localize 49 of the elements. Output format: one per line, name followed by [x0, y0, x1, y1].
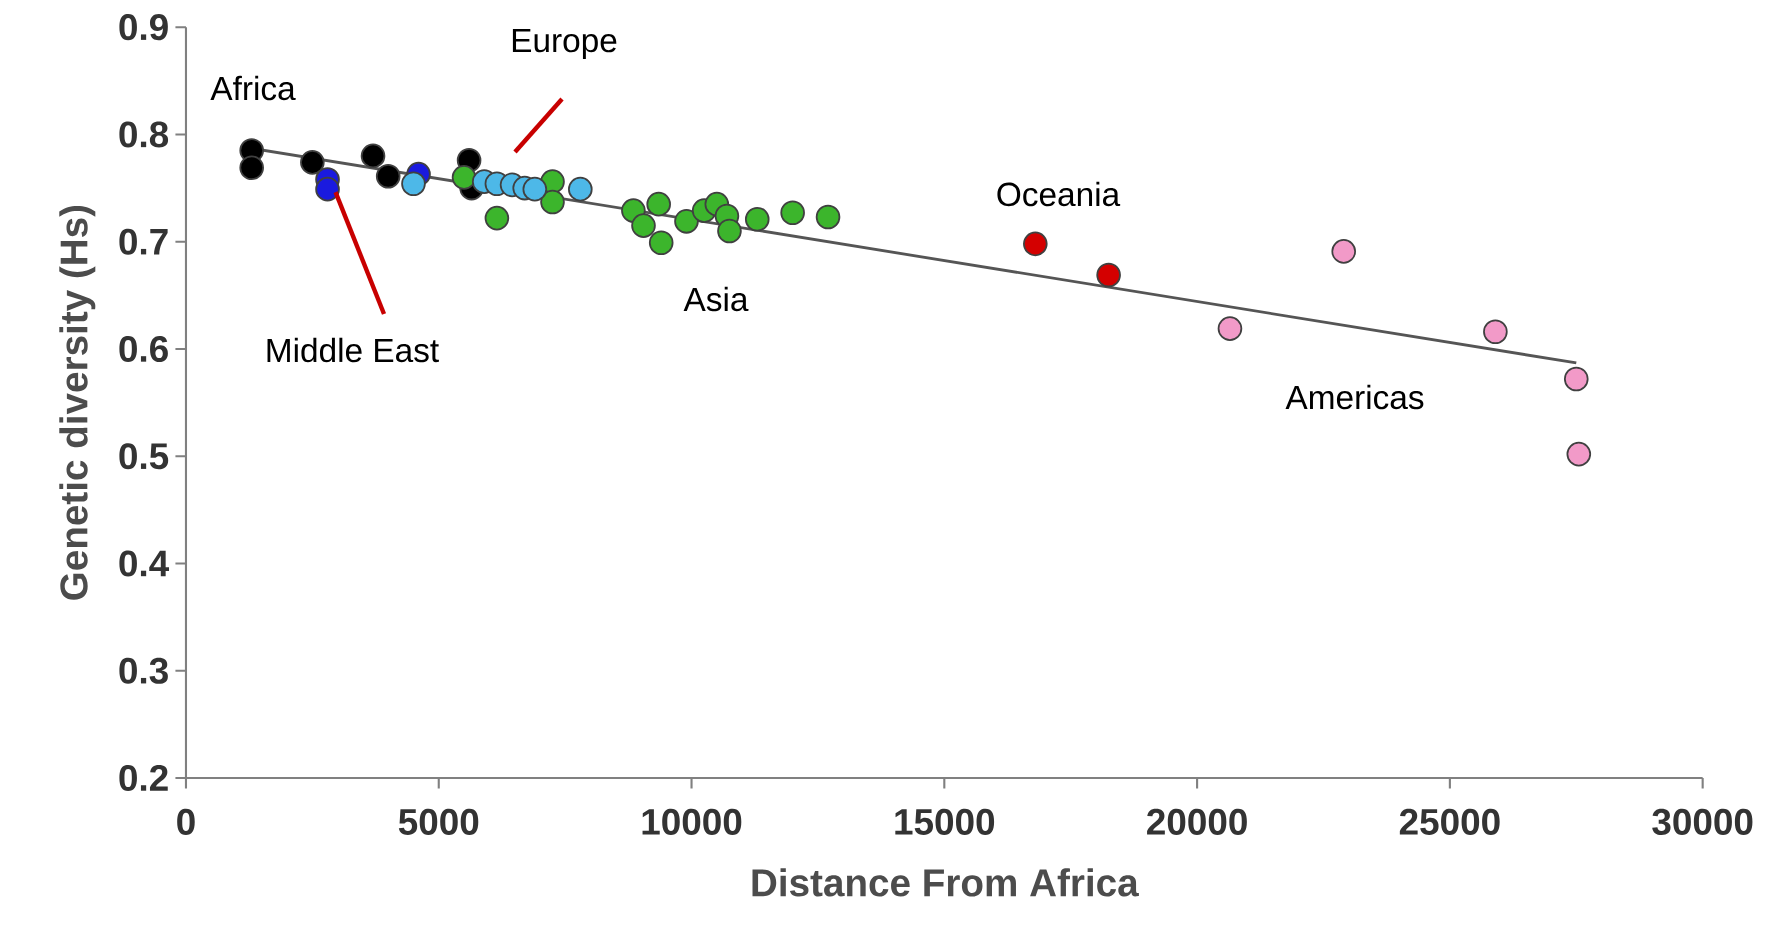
- x-tick-label: 20000: [1147, 808, 1247, 835]
- point: [1023, 231, 1048, 257]
- y-tick-label: 0.7: [119, 228, 168, 255]
- y-tick-label: 0.9: [119, 14, 168, 41]
- point: [484, 205, 510, 231]
- y-tick-label: 0.3: [119, 657, 168, 684]
- annotation: Middle East: [267, 337, 439, 363]
- x-tick-label: 15000: [895, 808, 995, 835]
- point: [1217, 316, 1243, 341]
- point: [744, 206, 770, 232]
- x-tick-label: 30000: [1652, 808, 1753, 835]
- point: [780, 200, 805, 226]
- y-tick-label: 0.4: [119, 550, 170, 577]
- x-tick-label: 0: [177, 808, 195, 835]
- point: [1331, 239, 1357, 264]
- point: [646, 191, 671, 217]
- point: [1483, 319, 1508, 345]
- annotation: Asia: [683, 286, 749, 312]
- point: [239, 155, 264, 180]
- x-axis-title: Distance From Africa: [752, 868, 1139, 897]
- x-tick-label: 25000: [1399, 808, 1500, 835]
- annotation: Americas: [1285, 384, 1424, 410]
- point: [1566, 441, 1592, 467]
- point: [717, 218, 742, 244]
- point: [522, 176, 548, 202]
- point: [674, 209, 699, 234]
- point: [631, 213, 656, 238]
- y-tick-label: 0.5: [119, 443, 169, 470]
- x-tick-label: 5000: [398, 808, 479, 835]
- point: [451, 165, 477, 190]
- y-tick-label: 0.8: [119, 121, 169, 148]
- point: [648, 230, 674, 256]
- y-axis-title: Genetic diversity (Hs): [59, 205, 96, 600]
- point: [540, 189, 565, 215]
- y-tick-label: 0.2: [119, 764, 168, 792]
- point: [300, 150, 325, 175]
- point: [568, 176, 593, 202]
- point: [1563, 366, 1589, 392]
- point: [315, 176, 340, 202]
- point: [360, 143, 386, 169]
- point: [1096, 262, 1121, 288]
- point: [375, 163, 401, 189]
- annotation: Europe: [512, 29, 617, 59]
- annotation: Africa: [210, 75, 296, 101]
- y-tick-label: 0.6: [119, 335, 168, 363]
- annotation: Oceania: [997, 181, 1121, 207]
- point: [815, 204, 841, 230]
- point: [401, 171, 426, 197]
- x-tick-label: 10000: [642, 808, 742, 835]
